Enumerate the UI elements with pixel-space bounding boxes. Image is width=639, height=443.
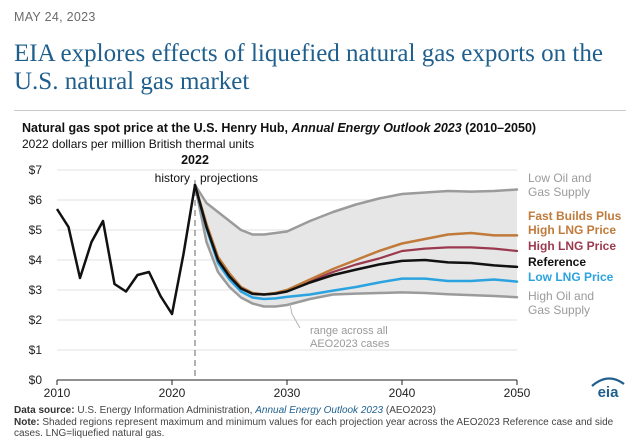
series-label-fast-builds-plus-high-lng-price-1: High LNG Price (528, 223, 616, 237)
series-label-high-oil-and-gas-supply-0: High Oil and (528, 289, 594, 303)
series-line-fast-builds-plus-high-lng-price (193, 183, 519, 296)
chart-note: Note: Shaded regions represent maximum a… (14, 416, 614, 440)
range-note-line-0: range across all (310, 325, 388, 337)
series-label-low-oil-and-gas-supply-1: Gas Supply (528, 185, 590, 199)
chart-title-italic: Annual Energy Outlook 2023 (291, 121, 462, 135)
x-tick-label-2050: 2050 (504, 386, 531, 400)
eia-logo[interactable]: eia (588, 374, 628, 400)
series-line-low-lng-price (193, 183, 519, 301)
divider-rule (14, 110, 626, 111)
range-band (195, 185, 517, 307)
x-tick-label-2010: 2010 (44, 386, 71, 400)
y-tick-label-6: $6 (29, 193, 43, 207)
history-label: history (155, 171, 190, 185)
logo-text: eia (598, 384, 620, 400)
range-note-line-1: AEO2023 cases (310, 338, 390, 350)
x-tick-label-2030: 2030 (274, 386, 301, 400)
chart-subtitle: 2022 dollars per million British thermal… (22, 137, 255, 151)
y-tick-label-5: $5 (29, 223, 43, 237)
y-tick-label-1: $1 (29, 343, 43, 357)
series-label-low-oil-and-gas-supply-0: Low Oil and (528, 171, 591, 185)
data-source: Data source: U.S. Energy Information Adm… (14, 405, 436, 416)
projections-label: projections (200, 171, 258, 185)
series-label-low-lng-price-0: Low LNG Price (528, 270, 614, 284)
publication-date: MAY 24, 2023 (14, 10, 96, 24)
headline: EIA explores effects of liquefied natura… (14, 40, 603, 95)
logo-arc (591, 377, 625, 387)
chart-title-suffix: (2010–2050) (461, 121, 537, 135)
range-note-leader (289, 303, 301, 329)
chart-title-prefix: Natural gas spot price at the U.S. Henry… (22, 121, 292, 135)
y-tick-label-7: $7 (29, 163, 43, 177)
series-label-high-lng-price-0: High LNG Price (528, 239, 616, 253)
x-tick-label-2040: 2040 (389, 386, 416, 400)
y-tick-label-2: $2 (29, 313, 43, 327)
series-line-reference (193, 183, 519, 296)
chart-title: Natural gas spot price at the U.S. Henry… (22, 121, 536, 135)
series-label-fast-builds-plus-high-lng-price-0: Fast Builds Plus (528, 209, 622, 223)
series-label-reference-0: Reference (528, 255, 586, 269)
series-line-high-oil-and-gas-supply (193, 183, 519, 308)
divider-year-label: 2022 (181, 153, 209, 167)
series-label-high-oil-and-gas-supply-1: Gas Supply (528, 303, 590, 317)
chart-footer: Data source: U.S. Energy Information Adm… (14, 405, 626, 440)
y-tick-label-0: $0 (29, 373, 43, 387)
y-tick-label-3: $3 (29, 283, 43, 297)
series-line-low-oil-and-gas-supply (193, 183, 519, 236)
x-tick-label-2020: 2020 (159, 386, 186, 400)
history-line (55, 184, 197, 316)
y-tick-label-4: $4 (29, 253, 43, 267)
